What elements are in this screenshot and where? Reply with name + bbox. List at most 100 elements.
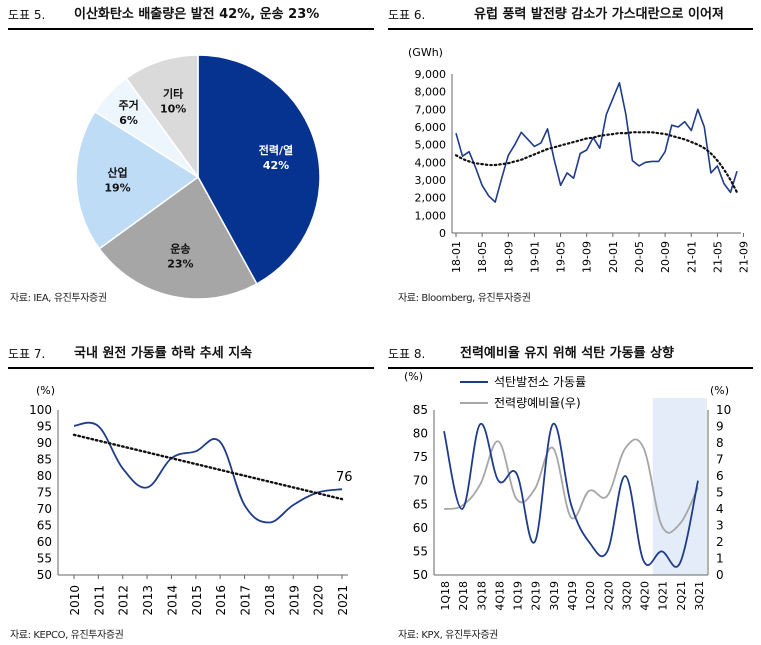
x-tick-label: 1Q20 [584,581,597,611]
nuclear-line-chart: (%) 50 55 60 65 70 75 80 85 90 95 100 2010 2011 2012 20… [29,384,353,616]
right-tick-label: 9 [716,420,724,434]
legend-label: 전력량예비율(우) [494,396,581,410]
y-tick-label: 95 [37,420,52,434]
x-tick-label: 2014 [165,585,179,616]
left-axis-unit-label: (%) [404,370,423,383]
x-tick-label: 3Q21 [693,581,706,611]
pie-slice [197,54,321,285]
utilization-line [73,421,343,524]
pie-slice [125,54,199,180]
x-tick-label: 21-05 [711,241,724,273]
y-axis-unit-label: (GWh) [408,46,443,59]
chart-source: 자료: KEPCO, 유진투자증권 [10,630,124,641]
y-tick-label: 7,000 [415,103,447,116]
coal-line-chart: (%) (%) 50 55 60 65 70 75 80 85 0 1 2 3 4 5 6 7 8 9 10 1Q18 2Q… [404,370,731,611]
chart-source: 자료: KPX, 유진투자증권 [398,630,498,641]
chart-title: 이산화탄소 배출량은 발전 42%, 운송 23% [74,7,320,22]
pie-slice-value: 10% [160,102,186,115]
x-tick-label: 18-05 [476,241,489,273]
x-tick-label: 18-09 [502,241,515,273]
pie-slice [98,175,258,300]
right-tick-label: 8 [716,436,724,450]
y-tick-label: 6,000 [415,121,447,134]
y-tick-label: 9,000 [415,68,447,81]
right-tick-label: 3 [716,519,724,533]
left-tick-label: 50 [413,568,428,582]
chart-title: 국내 원전 가동률 하락 추세 지속 [74,346,253,361]
y-axis-unit-label: (%) [36,384,55,397]
chart-panel-coal: 도표 8. 전력예비율 유지 위해 석탄 가동률 상향 (%) (%) 50 55 60… [388,343,753,643]
y-tick-label: 65 [37,519,52,533]
y-tick-label: 50 [37,568,52,582]
reserve-ratio-line [443,438,699,534]
x-tick-label: 2Q20 [602,581,615,611]
highlight-region [652,398,707,575]
pie-chart: 전력/열 42% 운송 23% 산업 19% 주거 6% 기타 10% [75,54,321,300]
chart-title-bar: 도표 7. 국내 원전 가동률 하락 추세 지속 [8,343,374,369]
right-tick-label: 5 [716,486,724,500]
pie-slice [75,110,200,250]
chart-number: 도표 8. [388,347,426,361]
y-tick-label: 2,000 [415,192,447,205]
x-tick-label: 19-09 [581,241,594,273]
x-tick-label: 1Q19 [512,581,525,611]
left-tick-label: 65 [413,497,428,511]
left-tick-label: 55 [413,544,428,558]
x-tick-label: 2018 [263,585,277,616]
chart-number: 도표 7. [8,347,46,361]
x-tick-label: 2Q18 [457,581,470,611]
x-tick-label: 4Q18 [493,581,506,611]
right-tick-label: 6 [716,469,724,483]
x-tick-label: 2016 [214,585,228,616]
chart-panel-wind: 도표 6. 유럽 풍력 발전량 감소가 가스대란으로 이어져 (GWh) 0 1,0… [388,4,753,304]
right-tick-label: 10 [716,403,731,417]
x-tick-label: 21-09 [738,241,751,273]
left-tick-label: 60 [413,521,428,535]
right-tick-label: 2 [716,535,724,549]
x-tick-label: 4Q19 [566,581,579,611]
x-tick-label: 3Q18 [475,581,488,611]
x-tick-label: 3Q20 [620,581,633,611]
chart-panel-nuclear: 도표 7. 국내 원전 가동률 하락 추세 지속 (%) 50 55 60 65 70 75… [8,343,374,643]
chart-title: 전력예비율 유지 위해 석탄 가동률 상향 [460,346,674,361]
end-value-label: 76 [336,470,353,485]
x-tick-label: 2015 [190,585,204,616]
x-tick-label: 1Q18 [439,581,452,611]
pie-slice-value: 19% [104,182,130,195]
x-tick-label: 2013 [141,585,155,616]
pie-slice-label: 기타 [163,86,184,100]
y-tick-label: 60 [37,535,52,549]
chart-title-bar: 도표 8. 전력예비율 유지 위해 석탄 가동률 상향 [388,343,753,369]
legend-label: 석탄발전소 가동률 [494,375,586,389]
y-tick-label: 55 [37,552,52,566]
x-tick-label: 2020 [312,585,326,616]
y-tick-label: 70 [37,502,52,516]
y-tick-label: 8,000 [415,86,447,99]
x-tick-label: 1Q21 [657,581,670,611]
y-tick-label: 90 [37,436,52,450]
y-tick-label: 4,000 [415,156,447,169]
y-tick-label: 85 [37,453,52,467]
y-tick-label: 75 [37,486,52,500]
pie-slice-value: 23% [167,258,193,271]
x-tick-label: 2Q21 [675,581,688,611]
pie-slice-label: 산업 [107,166,127,180]
x-tick-label: 2Q19 [530,581,543,611]
x-tick-label: 20-01 [607,241,620,273]
x-tick-label: 2011 [92,585,106,616]
x-tick-label: 18-01 [450,241,463,273]
wind-line-chart: (GWh) 0 1,000 2,000 3,000 4,000 5,000 6,000 7,00… [408,46,751,273]
x-tick-label: 3Q19 [548,581,561,611]
right-axis-unit-label: (%) [710,384,729,397]
chart-number: 도표 6. [388,8,426,22]
left-tick-label: 80 [413,427,428,441]
x-tick-label: 2012 [117,585,131,616]
wind-series-line [455,82,738,203]
chart-title-bar: 도표 6. 유럽 풍력 발전량 감소가 가스대란으로 이어져 [388,4,753,30]
chart-title-bar: 도표 5. 이산화탄소 배출량은 발전 42%, 운송 23% [8,4,374,30]
pie-slice-value: 6% [119,114,138,127]
left-tick-label: 70 [413,474,428,488]
chart-source: 자료: IEA, 유진투자증권 [10,293,107,304]
right-tick-label: 7 [716,453,724,467]
trend-dotted-line [72,433,344,501]
